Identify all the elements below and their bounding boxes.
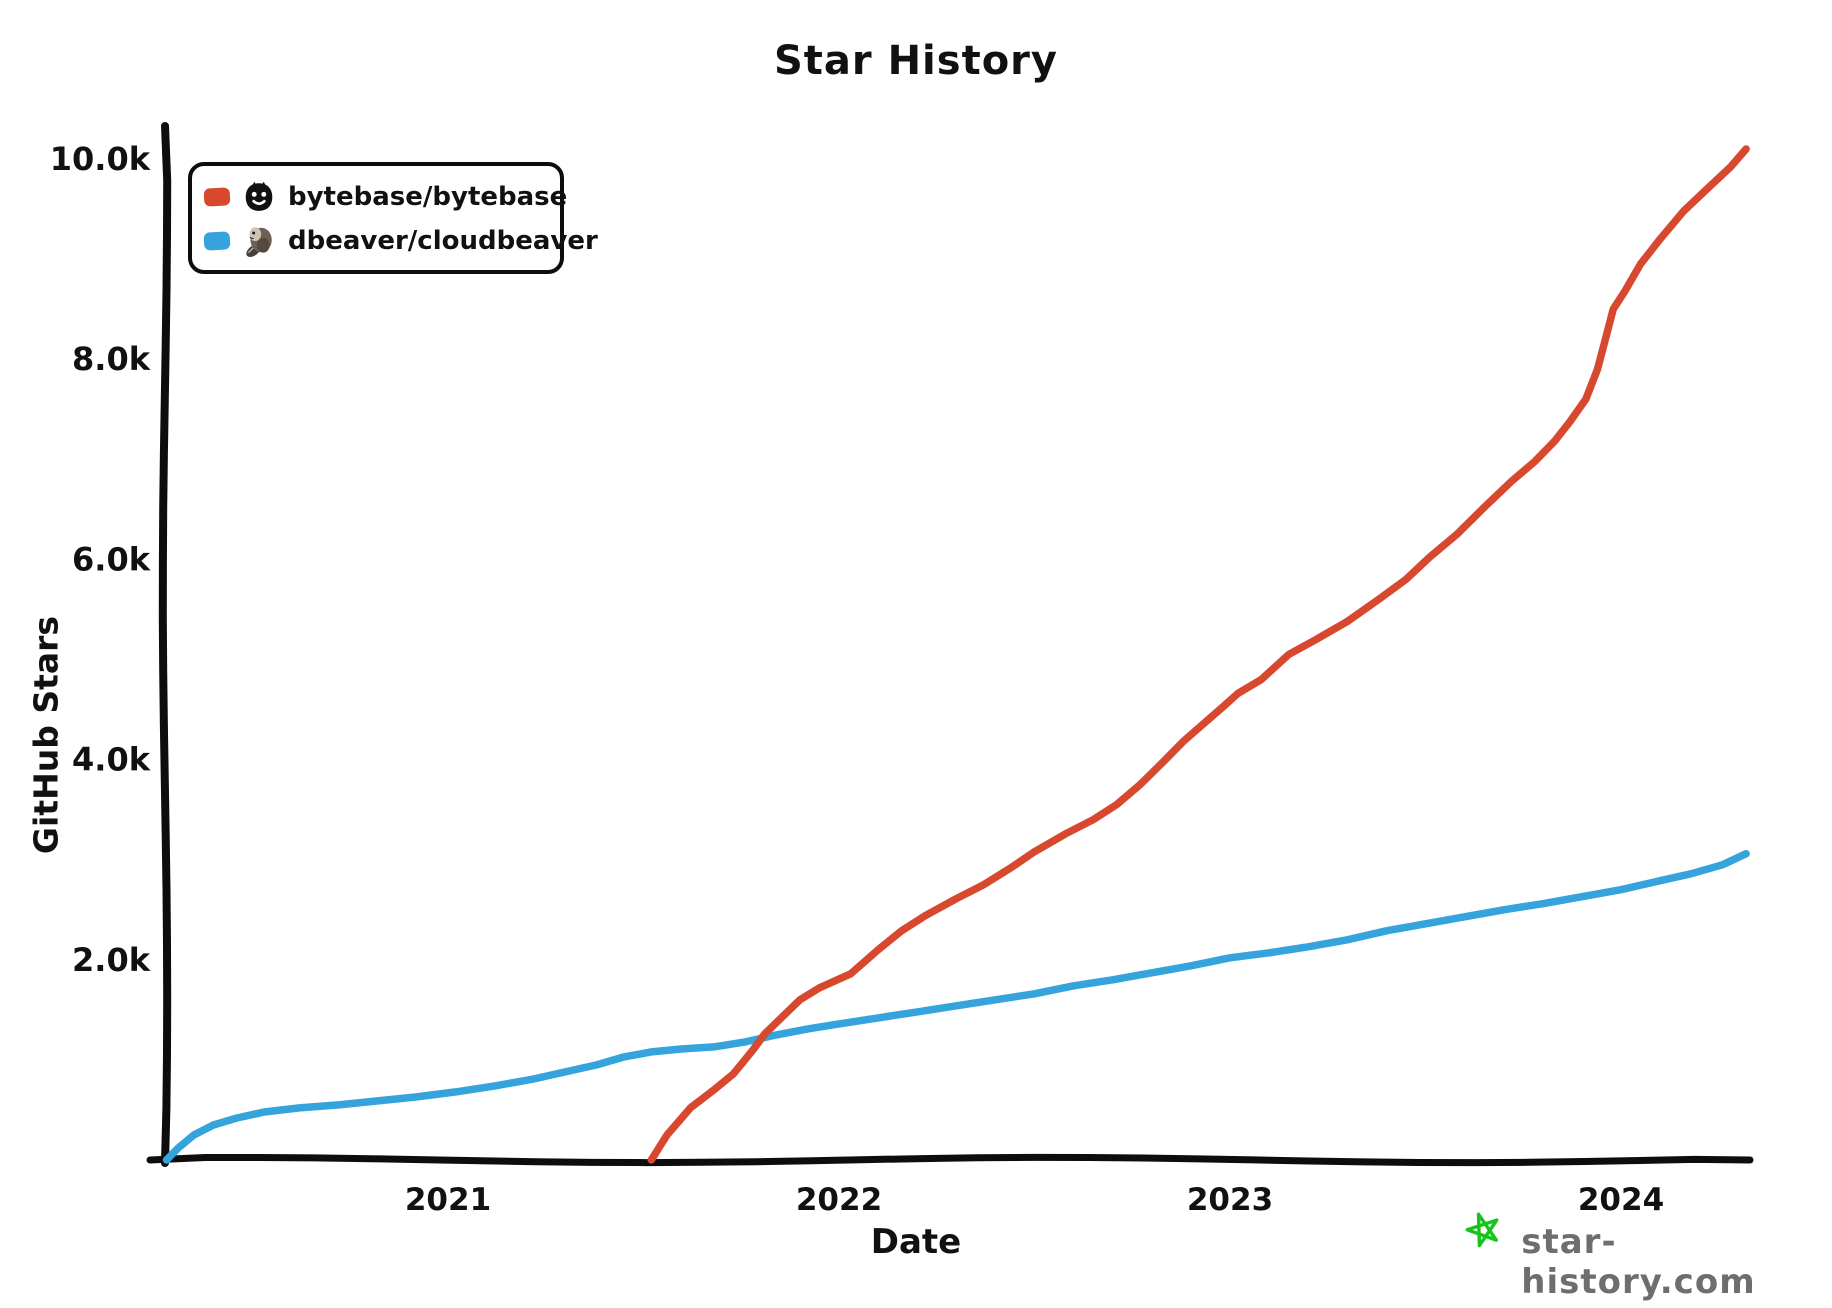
y-tick-10.0k: 10.0k — [50, 140, 151, 178]
legend-label-cloudbeaver: dbeaver/cloudbeaver — [288, 226, 598, 256]
bytebase-series-swatch — [203, 187, 231, 207]
watermark-link[interactable]: star-history.com — [1462, 1208, 1832, 1302]
y-tick-2.0k: 2.0k — [72, 941, 151, 979]
series-line-cloudbeaver — [162, 849, 1750, 1164]
legend-item-bytebase: bytebase/bytebase — [203, 180, 567, 214]
y-tick-6.0k: 6.0k — [72, 540, 151, 578]
legend-label-bytebase: bytebase/bytebase — [288, 182, 568, 212]
y-axis-label: GitHub Stars — [26, 615, 66, 855]
y-tick-8.0k: 8.0k — [72, 340, 151, 378]
bytebase-avatar-icon — [242, 180, 276, 214]
x-tick-2024: 2024 — [1578, 1182, 1664, 1218]
x-tick-2022: 2022 — [796, 1182, 882, 1218]
legend: bytebase/bytebase dbeaver/cloudbeaver — [188, 162, 598, 274]
chart-title: Star History — [774, 38, 1058, 84]
y-tick-4.0k: 4.0k — [72, 741, 151, 779]
legend-item-cloudbeaver: dbeaver/cloudbeaver — [203, 224, 598, 258]
x-tick-2021: 2021 — [405, 1182, 491, 1218]
cloudbeaver-series-swatch — [203, 231, 231, 251]
beaver-avatar-icon — [242, 224, 276, 258]
watermark-text: star-history.com — [1521, 1222, 1756, 1302]
x-tick-2023: 2023 — [1187, 1182, 1273, 1218]
x-axis-label: Date — [870, 1222, 962, 1262]
green-star-icon — [1465, 1212, 1499, 1248]
series-line-bytebase — [647, 145, 1750, 1164]
